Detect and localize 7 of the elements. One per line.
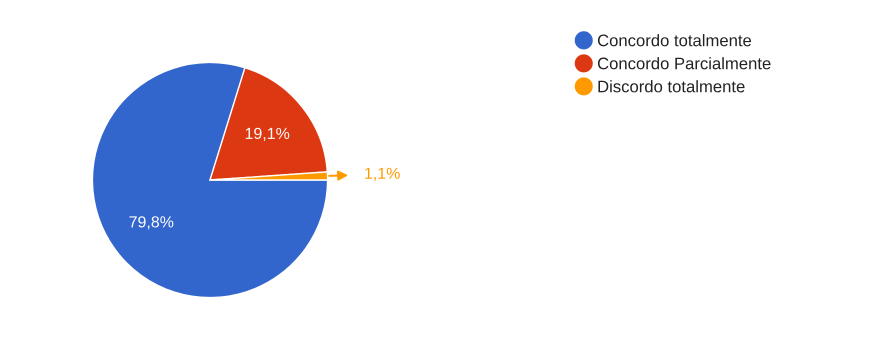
pie-slice (92, 62, 328, 298)
data-label: 1,1% (365, 168, 400, 181)
data-label: 19,1% (246, 128, 290, 141)
data-label: 79,8% (129, 216, 174, 230)
legend-label: Concordo Parcialmente (598, 57, 771, 70)
legend-label: Discordo totalmente (598, 80, 745, 92)
legend-label: Concordo totalmente (598, 34, 752, 46)
